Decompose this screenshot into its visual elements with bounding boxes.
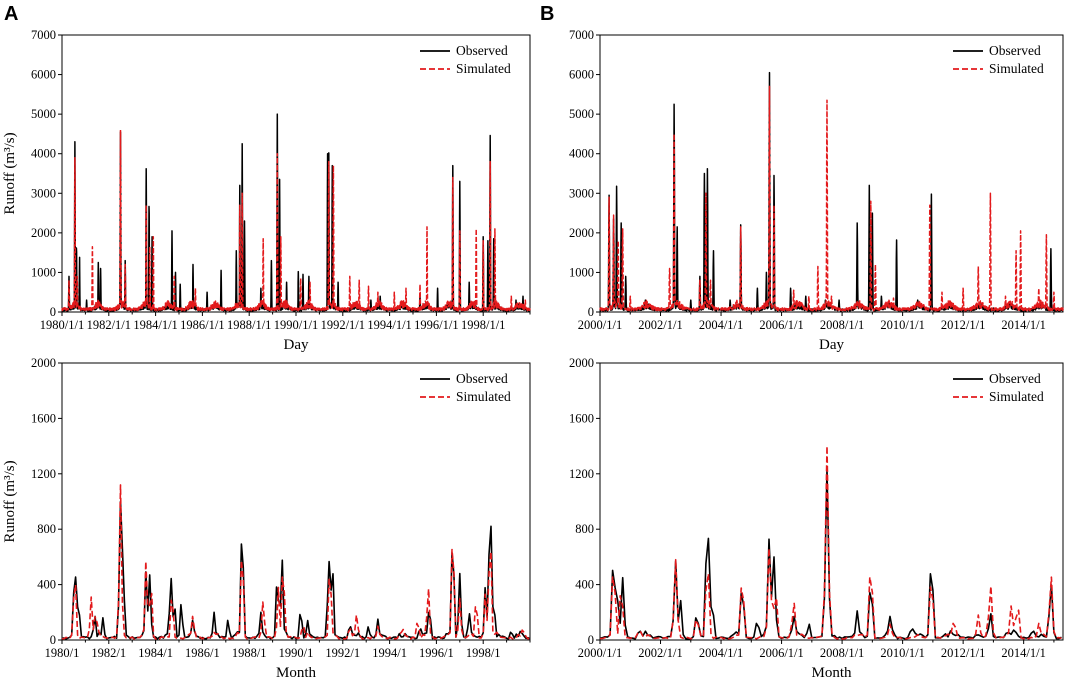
x-axis-title: Day: [819, 337, 844, 353]
y-tick-label: 0: [588, 633, 594, 647]
x-tick-label: 1986/1: [185, 646, 220, 660]
y-tick-label: 1000: [569, 265, 594, 279]
x-tick-label: 1982/1: [91, 646, 126, 660]
y-tick-label: 800: [37, 522, 56, 536]
x-axis-title: Month: [276, 665, 317, 681]
x-tick-label: 1986/1/1: [180, 318, 224, 332]
legend-label-simulated: Simulated: [456, 389, 511, 404]
x-tick-label: 2004/1/1: [699, 318, 743, 332]
chart-A_monthly: 0 400 800 1200 1600 2000 1980/1 1982/1 1984/1 198…: [2, 356, 531, 681]
x-tick-label: 1994/1/1: [367, 318, 411, 332]
y-tick-label: 0: [588, 305, 594, 319]
x-tick-label: 2008/1/1: [820, 646, 864, 660]
x-tick-label: 1994/1: [372, 646, 407, 660]
series-line-observed: [61, 500, 531, 640]
legend-label-simulated: Simulated: [989, 61, 1044, 76]
y-tick-label: 1600: [569, 411, 594, 425]
y-tick-label: 3000: [31, 186, 56, 200]
y-axis-title: Runoff (m³/s): [2, 132, 18, 214]
series-line-simulated: [61, 129, 531, 312]
x-tick-label: 1996/1: [419, 646, 454, 660]
x-tick-label: 2000/1/1: [578, 646, 622, 660]
y-tick-label: 5000: [569, 107, 594, 121]
x-tick-label: 2004/1/1: [699, 646, 743, 660]
y-tick-label: 0: [50, 305, 56, 319]
y-axis-title: Runoff (m³/s): [2, 460, 18, 542]
y-tick-label: 1000: [31, 265, 56, 279]
x-tick-label: 2012/1/1: [941, 318, 985, 332]
y-tick-label: 5000: [31, 107, 56, 121]
chart-B_monthly: 0 400 800 1200 1600 2000 2000/1/1 2002/1/1 2004/…: [569, 356, 1064, 681]
y-tick-label: 2000: [31, 226, 56, 240]
plot-frame: [599, 362, 1064, 641]
y-tick-label: 1600: [31, 411, 56, 425]
x-tick-label: 2010/1/1: [880, 318, 924, 332]
x-tick-label: 1992/1/1: [321, 318, 365, 332]
y-tick-label: 7000: [569, 28, 594, 42]
x-tick-label: 2006/1/1: [759, 318, 803, 332]
series-line-simulated: [599, 85, 1064, 312]
y-tick-label: 2000: [31, 356, 56, 370]
x-tick-label: 1998/1/1: [461, 318, 505, 332]
x-tick-label: 1984/1: [138, 646, 173, 660]
x-tick-label: 1988/1/1: [227, 318, 271, 332]
plot-frame: [599, 34, 1064, 313]
y-tick-label: 7000: [31, 28, 56, 42]
x-tick-label: 1988/1: [232, 646, 267, 660]
y-tick-label: 4000: [569, 147, 594, 161]
x-tick-label: 1980/1: [45, 646, 80, 660]
y-tick-label: 2000: [569, 226, 594, 240]
x-tick-label: 1990/1/1: [274, 318, 318, 332]
y-tick-label: 400: [575, 578, 594, 592]
y-tick-label: 2000: [569, 356, 594, 370]
series-line-simulated: [61, 484, 531, 640]
panel-label-b: B: [540, 3, 554, 25]
y-tick-label: 3000: [569, 186, 594, 200]
series-line-simulated: [600, 445, 1062, 640]
panel-label-a: A: [4, 3, 18, 25]
x-tick-label: 2014/1/1: [1001, 318, 1045, 332]
x-tick-label: 2006/1/1: [759, 646, 803, 660]
x-tick-label: 1984/1/1: [133, 318, 177, 332]
x-tick-label: 2012/1/1: [941, 646, 985, 660]
x-tick-label: 1996/1/1: [414, 318, 458, 332]
legend-label-observed: Observed: [989, 371, 1041, 386]
x-tick-label: 1990/1: [279, 646, 314, 660]
x-axis-title: Day: [284, 337, 309, 353]
legend-label-simulated: Simulated: [456, 61, 511, 76]
legend-label-observed: Observed: [456, 371, 508, 386]
x-tick-label: 2010/1/1: [880, 646, 924, 660]
y-tick-label: 400: [37, 578, 56, 592]
y-tick-label: 6000: [31, 68, 56, 82]
x-tick-label: 2014/1/1: [1001, 646, 1045, 660]
x-tick-label: 1980/1/1: [40, 318, 84, 332]
y-tick-label: 0: [50, 633, 56, 647]
legend-label-observed: Observed: [989, 43, 1041, 58]
x-tick-label: 2002/1/1: [638, 646, 682, 660]
y-tick-label: 4000: [31, 147, 56, 161]
x-tick-label: 2008/1/1: [820, 318, 864, 332]
x-tick-label: 1998/1: [466, 646, 501, 660]
y-tick-label: 6000: [569, 68, 594, 82]
y-tick-label: 1200: [31, 467, 56, 481]
x-tick-label: 2002/1/1: [638, 318, 682, 332]
x-tick-label: 1992/1: [325, 646, 360, 660]
y-tick-label: 800: [575, 522, 594, 536]
x-tick-label: 2000/1/1: [578, 318, 622, 332]
x-axis-title: Month: [811, 665, 852, 681]
y-tick-label: 1200: [569, 467, 594, 481]
legend-label-simulated: Simulated: [989, 389, 1044, 404]
legend-label-observed: Observed: [456, 43, 508, 58]
x-tick-label: 1982/1/1: [87, 318, 131, 332]
chart-B_daily: 0 1000 2000 3000 4000 5000 6000 7000 2000/1/1 200…: [569, 28, 1064, 353]
